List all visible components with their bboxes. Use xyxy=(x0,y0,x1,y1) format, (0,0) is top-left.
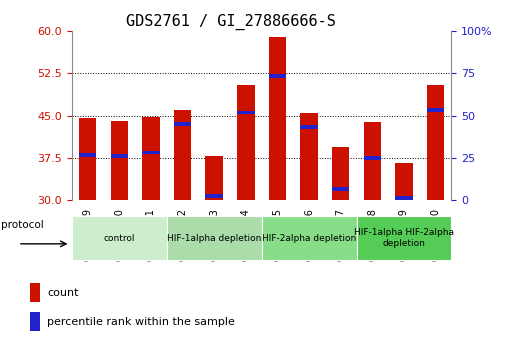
Bar xyxy=(427,85,444,200)
Bar xyxy=(262,216,357,260)
Bar xyxy=(332,147,349,200)
Bar xyxy=(72,216,167,260)
Bar xyxy=(427,108,444,112)
Text: count: count xyxy=(47,288,78,298)
Bar xyxy=(174,110,191,200)
Bar xyxy=(111,155,128,158)
Bar xyxy=(332,187,349,190)
Bar xyxy=(364,156,381,159)
Bar xyxy=(79,118,96,200)
Bar xyxy=(396,164,412,200)
Text: percentile rank within the sample: percentile rank within the sample xyxy=(47,317,235,327)
Bar xyxy=(167,216,262,260)
Bar xyxy=(301,125,318,129)
Bar xyxy=(30,312,40,331)
Text: HIF-2alpha depletion: HIF-2alpha depletion xyxy=(262,234,356,243)
Bar xyxy=(396,196,412,199)
Bar xyxy=(206,195,223,198)
Bar xyxy=(301,113,318,200)
Bar xyxy=(30,284,40,302)
Text: HIF-1alpha HIF-2alpha
depletion: HIF-1alpha HIF-2alpha depletion xyxy=(354,228,454,248)
Bar xyxy=(364,122,381,200)
Text: HIF-1alpha depletion: HIF-1alpha depletion xyxy=(167,234,261,243)
Bar xyxy=(269,37,286,200)
Text: protocol: protocol xyxy=(2,219,44,229)
Bar xyxy=(79,153,96,157)
Bar xyxy=(357,216,451,260)
Bar xyxy=(237,85,254,200)
Bar xyxy=(237,111,254,115)
Bar xyxy=(206,156,223,200)
Bar xyxy=(142,117,160,200)
Text: control: control xyxy=(104,234,135,243)
Bar xyxy=(269,75,286,78)
Bar xyxy=(142,150,160,154)
Bar xyxy=(174,122,191,126)
Text: GDS2761 / GI_27886666-S: GDS2761 / GI_27886666-S xyxy=(126,14,336,30)
Bar xyxy=(111,121,128,200)
